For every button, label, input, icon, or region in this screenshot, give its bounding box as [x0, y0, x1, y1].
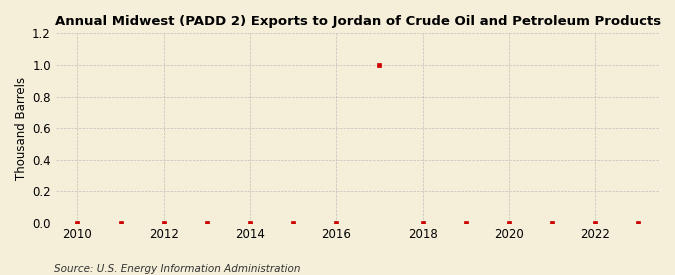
Text: Source: U.S. Energy Information Administration: Source: U.S. Energy Information Administ… [54, 264, 300, 274]
Y-axis label: Thousand Barrels: Thousand Barrels [15, 76, 28, 180]
Title: Annual Midwest (PADD 2) Exports to Jordan of Crude Oil and Petroleum Products: Annual Midwest (PADD 2) Exports to Jorda… [55, 15, 661, 28]
